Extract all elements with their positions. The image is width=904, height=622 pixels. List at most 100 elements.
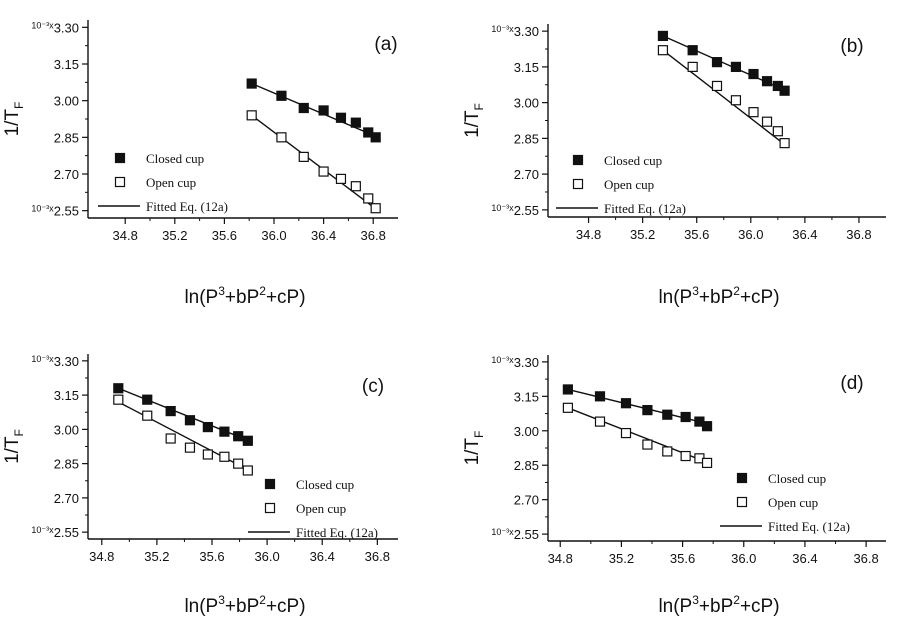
x-tick-label: 36.0 — [731, 551, 756, 566]
x-tick-label: 36.4 — [311, 228, 336, 243]
closed-cup-point — [184, 415, 196, 426]
open-cup-point — [242, 465, 253, 476]
y-multiplier: 10⁻³x — [491, 203, 514, 213]
y-tick-value: 2.55 — [514, 527, 539, 542]
y-axis-label-main: 1/T — [462, 438, 483, 466]
y-tick-value: 3.15 — [54, 57, 79, 72]
x-axis-label-sup: 2 — [733, 593, 740, 607]
y-axis-label-main: 1/T — [462, 110, 483, 138]
x-axis-label-suffix: +cP) — [740, 287, 780, 308]
y-tick-value: 2.55 — [54, 525, 79, 540]
y-tick-label: 3.00 — [514, 96, 539, 111]
y-tick-value: 3.30 — [514, 355, 539, 370]
y-tick-label: 10⁻³x3.30 — [491, 355, 539, 370]
legend-open-label: Open cup — [146, 175, 196, 190]
closed-cup-point — [620, 398, 632, 409]
closed-cup-point — [165, 405, 176, 417]
y-tick-value: 3.00 — [54, 422, 79, 437]
legend-closed-marker — [572, 154, 584, 166]
y-tick-label: 2.70 — [54, 491, 79, 506]
y-tick-value: 3.30 — [514, 24, 539, 39]
x-tick-label: 36.0 — [254, 549, 279, 564]
panel-label: (c) — [362, 376, 384, 397]
y-multiplier: 10⁻³x — [491, 24, 514, 34]
legend-open-marker — [572, 178, 584, 190]
x-tick-label: 35.2 — [144, 549, 169, 564]
y-tick-value: 2.85 — [514, 131, 539, 146]
x-axis-label-mid: +bP — [225, 596, 259, 617]
y-tick-value: 3.00 — [514, 96, 539, 111]
x-axis-label-mid: +bP — [225, 287, 259, 308]
x-tick-label: 34.8 — [548, 551, 573, 566]
panel-label: (b) — [840, 36, 863, 57]
x-tick-label: 34.8 — [89, 549, 114, 564]
y-axis-label: 1/TF — [462, 103, 486, 138]
legend-fit-label: Fitted Eq. (12a) — [768, 519, 850, 534]
y-tick-value: 3.30 — [54, 354, 79, 369]
y-tick-value: 2.55 — [514, 203, 539, 218]
legend-open-marker — [264, 502, 276, 514]
panel-label: (a) — [374, 34, 397, 55]
closed-cup-point — [276, 90, 287, 101]
y-tick-value: 2.55 — [54, 204, 79, 219]
closed-cup-point — [711, 57, 723, 68]
y-tick-label: 10⁻³x3.30 — [31, 354, 79, 369]
y-axis-label-sub: F — [472, 103, 486, 110]
x-axis-label-suffix: +cP) — [266, 287, 306, 308]
y-multiplier: 10⁻³x — [31, 20, 54, 30]
y-tick-label: 10⁻³x3.30 — [31, 20, 79, 35]
closed-cup-point — [298, 102, 309, 114]
legend-closed-label: Closed cup — [296, 477, 354, 492]
open-cup-point — [730, 95, 742, 106]
y-axis-label-main: 1/T — [2, 436, 23, 464]
open-cup-point — [662, 446, 673, 457]
x-axis-label: ln(P3+bP2+cP) — [658, 593, 779, 617]
closed-cup-point — [142, 394, 153, 405]
x-tick-label: 36.4 — [792, 551, 817, 566]
open-cup-point — [594, 416, 606, 427]
y-tick-label: 2.85 — [54, 130, 79, 145]
y-tick-label: 2.85 — [514, 458, 539, 473]
open-cup-point — [363, 193, 374, 204]
legend-fit-label: Fitted Eq. (12a) — [604, 201, 686, 216]
x-axis-label-sup: 3 — [692, 593, 699, 607]
x-tick-label: 36.8 — [361, 228, 386, 243]
legend-fit-label: Fitted Eq. (12a) — [296, 525, 378, 540]
x-axis-label-suffix: +cP) — [266, 596, 306, 617]
y-tick-value: 2.85 — [54, 457, 79, 472]
y-tick-label: 2.70 — [54, 167, 79, 182]
closed-cup-point — [662, 409, 673, 420]
x-tick-label: 35.6 — [212, 228, 237, 243]
y-tick-value: 3.00 — [514, 424, 539, 439]
open-cup-point — [165, 433, 176, 444]
x-tick-label: 35.6 — [684, 227, 709, 242]
open-cup-point — [335, 173, 347, 184]
x-tick-label: 36.4 — [792, 227, 817, 242]
y-tick-value: 3.30 — [54, 20, 79, 35]
y-tick-label: 10⁻³x2.55 — [491, 527, 539, 542]
x-tick-label: 35.6 — [199, 549, 224, 564]
closed-cup-fit-line — [118, 387, 250, 442]
legend-closed-label: Closed cup — [146, 151, 204, 166]
x-axis-label-suffix: +cP) — [740, 596, 780, 617]
y-tick-label: 3.00 — [54, 94, 79, 109]
x-tick-label: 36.8 — [853, 551, 878, 566]
y-multiplier: 10⁻³x — [31, 204, 54, 214]
closed-cup-point — [350, 117, 361, 128]
open-cup-point — [233, 458, 244, 469]
x-axis-label: ln(P3+bP2+cP) — [184, 593, 305, 617]
x-tick-label: 34.8 — [576, 227, 601, 242]
y-tick-value: 3.15 — [514, 60, 539, 75]
panel-d: 34.8 35.2 35.6 36.0 36.4 36.810⁻³x3.303.153.0… — [462, 355, 886, 617]
open-cup-point — [680, 450, 691, 462]
open-cup-point — [298, 151, 309, 162]
x-axis-label-mid: +bP — [699, 596, 733, 617]
y-axis-label: 1/TF — [2, 102, 26, 137]
open-cup-point — [113, 394, 124, 405]
open-cup-point — [748, 107, 759, 118]
y-tick-label: 10⁻³x2.55 — [31, 525, 79, 540]
y-tick-value: 2.70 — [54, 167, 79, 182]
x-tick-label: 36.0 — [738, 227, 763, 242]
open-cup-fit-line — [251, 114, 379, 212]
x-axis-label-mid: +bP — [699, 287, 733, 308]
